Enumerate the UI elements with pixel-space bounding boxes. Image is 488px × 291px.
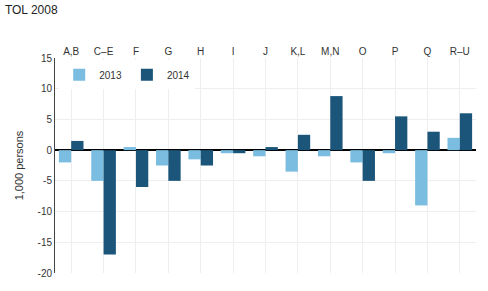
- svg-text:Q: Q: [424, 46, 432, 57]
- svg-text:-10: -10: [38, 206, 53, 217]
- svg-text:-5: -5: [43, 175, 52, 186]
- svg-text:M,N: M,N: [321, 46, 339, 57]
- svg-text:P: P: [392, 46, 399, 57]
- svg-text:C–E: C–E: [94, 46, 114, 57]
- svg-text:I: I: [232, 46, 235, 57]
- svg-text:F: F: [133, 46, 139, 57]
- svg-text:G: G: [164, 46, 172, 57]
- svg-text:5: 5: [46, 114, 52, 125]
- svg-text:10: 10: [41, 83, 53, 94]
- svg-text:2014: 2014: [167, 70, 190, 81]
- svg-text:-15: -15: [38, 237, 53, 248]
- svg-text:1,000 persons: 1,000 persons: [13, 130, 25, 200]
- svg-text:2013: 2013: [99, 70, 122, 81]
- svg-text:K,L: K,L: [290, 46, 305, 57]
- svg-text:0: 0: [46, 145, 52, 156]
- svg-text:O: O: [359, 46, 367, 57]
- svg-text:15: 15: [41, 53, 53, 64]
- svg-text:A,B: A,B: [63, 46, 79, 57]
- svg-text:J: J: [263, 46, 268, 57]
- svg-text:R–U: R–U: [450, 46, 470, 57]
- svg-text:TOL 2008: TOL 2008: [5, 3, 58, 17]
- svg-text:H: H: [197, 46, 204, 57]
- svg-text:-20: -20: [38, 268, 53, 279]
